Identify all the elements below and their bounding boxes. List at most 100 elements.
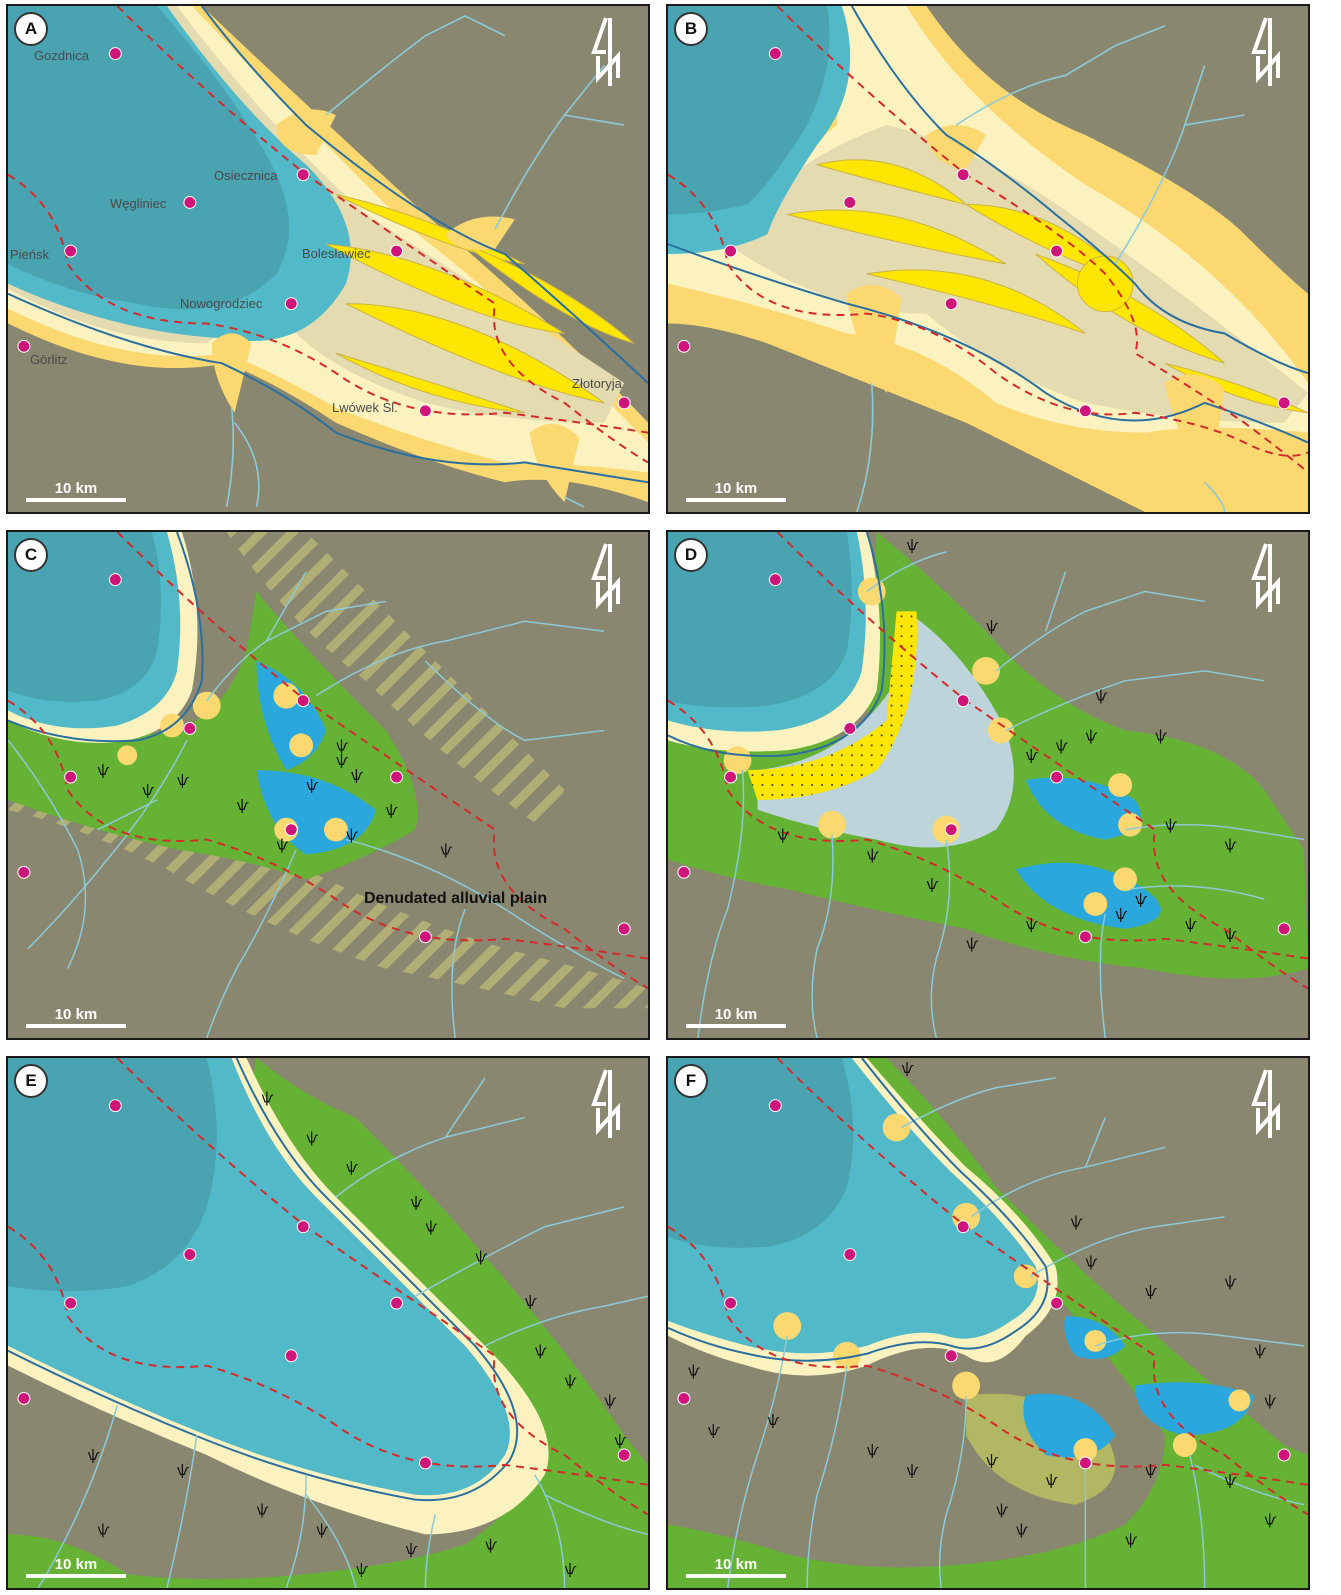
town-label-gozdnica: Gozdnica <box>34 48 89 63</box>
panel-label: A <box>14 12 48 46</box>
svg-text:ѱ: ѱ <box>604 1393 616 1409</box>
svg-text:ѱ: ѱ <box>1046 1473 1058 1489</box>
svg-text:ѱ: ѱ <box>1225 1274 1237 1290</box>
scale-label: 10 km <box>54 480 98 497</box>
scale-bar: 10 km <box>26 1006 126 1028</box>
svg-text:ѱ: ѱ <box>1264 1512 1276 1528</box>
svg-text:ѱ: ѱ <box>346 828 358 844</box>
svg-text:ѱ: ѱ <box>767 1413 779 1429</box>
north-arrow-icon <box>1251 543 1280 612</box>
svg-text:ѱ: ѱ <box>1225 1473 1237 1489</box>
svg-text:ѱ: ѱ <box>1056 738 1068 754</box>
svg-text:ѱ: ѱ <box>907 1463 919 1479</box>
paleogeographic-map-b <box>668 6 1308 512</box>
svg-text:ѱ: ѱ <box>177 773 189 789</box>
svg-text:ѱ: ѱ <box>336 753 348 769</box>
svg-text:ѱ: ѱ <box>907 538 919 554</box>
svg-text:ѱ: ѱ <box>708 1423 720 1439</box>
svg-text:ѱ: ѱ <box>1085 728 1097 744</box>
svg-text:ѱ: ѱ <box>986 1453 998 1469</box>
scale-bar: 10 km <box>686 1006 786 1028</box>
svg-text:ѱ: ѱ <box>440 842 452 858</box>
north-arrow-icon <box>591 543 620 612</box>
svg-text:ѱ: ѱ <box>1115 907 1127 923</box>
scale-label: 10 km <box>714 480 758 497</box>
svg-text:ѱ: ѱ <box>1095 689 1107 705</box>
svg-text:ѱ: ѱ <box>1070 1215 1082 1231</box>
svg-text:ѱ: ѱ <box>346 1160 358 1176</box>
svg-text:ѱ: ѱ <box>410 1195 422 1211</box>
svg-text:ѱ: ѱ <box>1225 838 1237 854</box>
svg-text:ѱ: ѱ <box>306 778 318 794</box>
svg-text:ѱ: ѱ <box>867 1443 879 1459</box>
svg-text:ѱ: ѱ <box>1145 1463 1157 1479</box>
svg-text:ѱ: ѱ <box>88 1448 100 1464</box>
svg-text:ѱ: ѱ <box>485 1537 497 1553</box>
panel-label: B <box>674 12 708 46</box>
panel-b: B 10 km <box>666 4 1310 514</box>
annotation-denudated-plain: Denudated alluvial plain <box>364 890 548 907</box>
panel-a: A Gozdnica Osiecznica Węgliniec Pieńsk B… <box>6 4 650 514</box>
svg-text:ѱ: ѱ <box>1085 1254 1097 1270</box>
svg-text:ѱ: ѱ <box>1264 1393 1276 1409</box>
town-label-piensk: Pieńsk <box>10 247 50 262</box>
town-label-nowogrodziec: Nowogrodziec <box>180 296 263 311</box>
svg-text:ѱ: ѱ <box>406 1542 418 1558</box>
town-label-lwowek: Lwówek Śl. <box>332 400 398 415</box>
scale-bar: 10 km <box>686 480 786 502</box>
svg-text:ѱ: ѱ <box>1185 917 1197 933</box>
town-label-osiecznica: Osiecznica <box>214 168 278 183</box>
svg-text:ѱ: ѱ <box>1125 1532 1137 1548</box>
svg-text:ѱ: ѱ <box>237 798 249 814</box>
svg-text:ѱ: ѱ <box>1165 818 1177 834</box>
north-arrow-icon <box>1251 1069 1280 1138</box>
svg-text:ѱ: ѱ <box>97 763 109 779</box>
svg-text:ѱ: ѱ <box>1016 1522 1028 1538</box>
svg-text:ѱ: ѱ <box>986 619 998 635</box>
svg-text:ѱ: ѱ <box>902 1061 914 1077</box>
panel-label: D <box>674 538 708 572</box>
svg-text:ѱ: ѱ <box>316 1522 328 1538</box>
svg-text:ѱ: ѱ <box>1145 1284 1157 1300</box>
svg-text:ѱ: ѱ <box>336 738 348 754</box>
svg-text:ѱ: ѱ <box>386 803 398 819</box>
svg-text:ѱ: ѱ <box>966 937 978 953</box>
svg-text:ѱ: ѱ <box>1135 892 1147 908</box>
svg-text:ѱ: ѱ <box>276 838 288 854</box>
svg-text:ѱ: ѱ <box>565 1562 577 1578</box>
scale-bar: 10 km <box>686 1556 786 1578</box>
svg-text:ѱ: ѱ <box>1225 927 1237 943</box>
paleogeographic-map-a <box>8 6 648 512</box>
svg-text:ѱ: ѱ <box>614 1433 626 1449</box>
svg-text:ѱ: ѱ <box>1026 917 1038 933</box>
svg-text:ѱ: ѱ <box>1155 728 1167 744</box>
scale-label: 10 km <box>54 1006 98 1023</box>
svg-text:ѱ: ѱ <box>525 1294 537 1310</box>
svg-text:ѱ: ѱ <box>688 1364 700 1380</box>
town-label-zlotoryja: Złotoryja <box>572 376 622 391</box>
north-arrow-icon <box>1251 17 1280 86</box>
svg-text:ѱ: ѱ <box>177 1463 189 1479</box>
svg-text:ѱ: ѱ <box>867 847 879 863</box>
scale-label: 10 km <box>54 1556 98 1573</box>
svg-text:ѱ: ѱ <box>996 1503 1008 1519</box>
svg-text:ѱ: ѱ <box>475 1249 487 1265</box>
svg-text:ѱ: ѱ <box>565 1374 577 1390</box>
panel-label: C <box>14 538 48 572</box>
scale-bar: 10 km <box>26 480 126 502</box>
svg-text:ѱ: ѱ <box>256 1503 268 1519</box>
town-label-gorlitz: Görlitz <box>30 352 68 367</box>
svg-text:ѱ: ѱ <box>1254 1344 1266 1360</box>
svg-text:ѱ: ѱ <box>306 1130 318 1146</box>
town-label-wegliniec: Węgliniec <box>110 196 167 211</box>
svg-text:ѱ: ѱ <box>261 1091 273 1107</box>
scale-label: 10 km <box>714 1006 758 1023</box>
svg-text:ѱ: ѱ <box>777 828 789 844</box>
town-label-boleslawiec: Bolesławiec <box>302 246 371 261</box>
scale-bar: 10 km <box>26 1556 126 1578</box>
